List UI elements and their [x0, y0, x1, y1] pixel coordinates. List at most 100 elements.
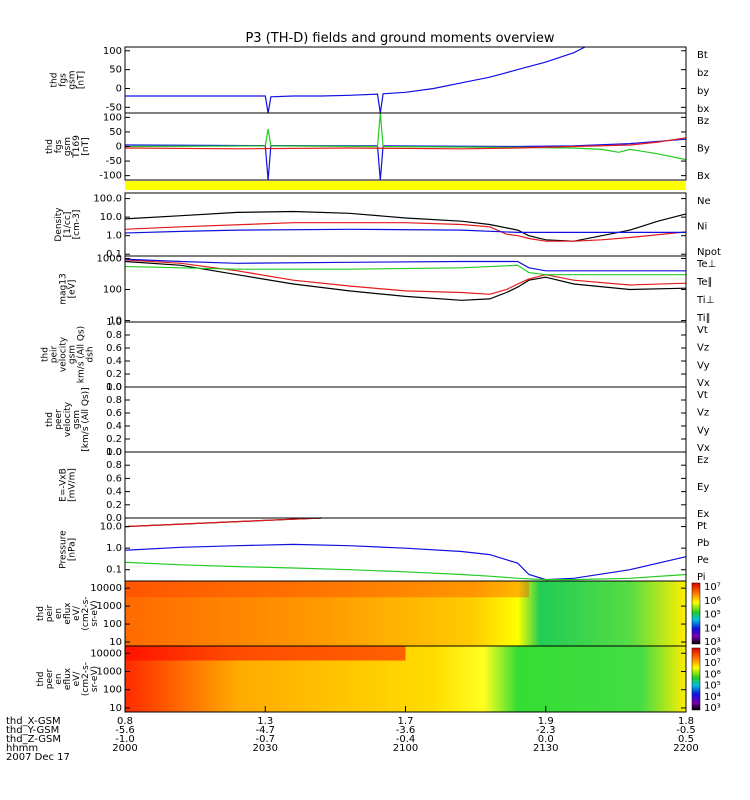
- ephem-value: -0.7: [255, 734, 275, 745]
- spectrogram-band: [125, 581, 529, 598]
- legend-Ey: Ey: [697, 482, 709, 493]
- legend-Vt: Vt: [697, 325, 708, 336]
- ytick-label: 1000: [97, 601, 122, 612]
- ytick-label: 1000: [97, 253, 122, 264]
- panel-ion-eflux: 10⁷ 10⁶ 10⁵ 10⁴ 10³ 10000 1000 100 10 thd peir en ef…: [36, 580, 721, 648]
- ylabel-line: peir: [45, 604, 55, 622]
- legend-Npot: Npot: [697, 247, 721, 258]
- ylabel-line: mag13: [59, 273, 69, 304]
- legend-Vx: Vx: [697, 443, 710, 454]
- panel-frame: [124, 255, 687, 323]
- ylabel-line: gsm: [72, 410, 82, 429]
- ylabel-line: gsm: [68, 70, 78, 89]
- panel-frame: [124, 46, 687, 114]
- ephem-label: thd_X-GSM: [6, 716, 61, 727]
- ytick-label: 100.0: [93, 194, 122, 205]
- ytick-label: 10: [109, 703, 122, 714]
- colorbar-tick-label: 10⁶: [704, 596, 721, 607]
- ephem-label: thd_Y-GSM: [6, 725, 59, 736]
- panel-frame: [124, 192, 687, 257]
- ylabel-line: velocity: [63, 401, 73, 437]
- panel-fgs: 100 50 0 -50 thd fgs gsm [nT] Bt bz by bx: [50, 46, 710, 115]
- ylabel-line: thd: [45, 139, 55, 154]
- ytick-label: 100: [103, 685, 122, 696]
- ylabel-line: fgs: [59, 73, 69, 87]
- legend-bx: bx: [697, 104, 709, 115]
- colorbar-tick-label: 10³: [704, 703, 721, 714]
- ytick-label: 0.0: [106, 513, 122, 524]
- legend-Ne: Ne: [697, 196, 711, 207]
- ytick-label: 0.2: [106, 369, 122, 380]
- ytick-label: 0.4: [106, 487, 122, 498]
- ytick-label: -50: [106, 102, 122, 113]
- ytick-label: 0.2: [106, 434, 122, 445]
- ylabel-line: gsm: [68, 345, 78, 364]
- colorbar-tick-label: 10⁷: [704, 658, 721, 669]
- legend-By: By: [697, 144, 710, 155]
- ephem-value: 1.8: [678, 716, 694, 727]
- ylabel-line: [nT]: [81, 137, 91, 155]
- ephem-value: 1.7: [398, 716, 414, 727]
- ytick-label: 10: [109, 316, 122, 327]
- ytick-label: 0.0: [106, 447, 122, 458]
- series-line-3: [124, 543, 687, 581]
- ylabel-line: eflux: [63, 602, 73, 625]
- ephem-value: -0.5: [676, 725, 696, 736]
- ephem-value: -4.7: [255, 725, 275, 736]
- ytick-label: 0.2: [106, 500, 122, 511]
- ylabel-line: eflux: [63, 667, 73, 690]
- ylabel-line: peer: [45, 668, 55, 689]
- ylabel-line: [km/s (All Qs)]: [81, 387, 91, 451]
- panel-electron-velocity: 1.0 0.8 0.6 0.4 0.2 0.0 thd peer velocity gsm [km/…: [45, 382, 710, 458]
- legend-Te∥: Te∥: [696, 277, 713, 288]
- legend-Ti∥: Ti∥: [696, 313, 711, 324]
- legend-Ez: Ez: [697, 455, 709, 466]
- series-line-1: [125, 46, 586, 114]
- ephem-value: 2000: [112, 743, 137, 754]
- ephem-value: 0.8: [117, 716, 133, 727]
- ylabel-line: T169: [72, 135, 82, 159]
- legend-Bz: Bz: [697, 116, 709, 127]
- ylabel-line: thd: [41, 347, 51, 362]
- series-line-4: [124, 561, 687, 581]
- ylabel-line: thd: [50, 73, 60, 88]
- ylabel-line: [eV]: [68, 280, 78, 299]
- colorbar-tick-label: 10³: [704, 637, 721, 648]
- ylabel-line: gsm: [63, 137, 73, 156]
- ylabel-line: Pressure: [59, 530, 69, 569]
- ytick-label: 100: [103, 285, 122, 296]
- ephem-value: 2100: [393, 743, 418, 754]
- ytick-label: -100: [99, 171, 122, 182]
- ylabel-line: [nT]: [77, 71, 87, 89]
- ytick-label: 1.0: [106, 231, 122, 242]
- ephem-value: 2130: [533, 743, 558, 754]
- ytick-label: 0.8: [106, 330, 122, 341]
- colorbar-tick-label: 10⁸: [704, 647, 721, 658]
- legend-Pi: Pi: [697, 572, 706, 583]
- ylabel-line: eV/: [72, 671, 82, 687]
- legend-Pb: Pb: [697, 538, 709, 549]
- ytick-label: 10: [109, 637, 122, 648]
- ylabel-line: [cm-3]: [72, 210, 82, 240]
- ytick-label: 0: [116, 83, 122, 94]
- yellow-status-bar: [125, 181, 686, 190]
- spectrogram-image: [125, 581, 686, 646]
- series-line-2: [124, 259, 687, 295]
- colorbar-tick-label: 10⁴: [704, 692, 721, 703]
- spectrogram-band: [125, 646, 406, 661]
- ylabel-line: E=-VxB: [59, 468, 69, 502]
- series-line-2: [124, 517, 322, 528]
- series-line-3: [124, 137, 687, 150]
- legend-Vx: Vx: [697, 378, 710, 389]
- ytick-label: 100: [103, 619, 122, 630]
- ylabel-line: dsh: [86, 346, 96, 362]
- legend-Ex: Ex: [697, 509, 709, 520]
- ytick-label: 1.0: [106, 317, 122, 328]
- colorbar: [691, 582, 701, 645]
- ylabel-line: Density: [54, 207, 64, 242]
- ephem-value: -5.6: [115, 725, 135, 736]
- ephem-value: -1.0: [115, 734, 135, 745]
- ylabel-line: peir: [50, 345, 60, 363]
- panel-frame: [124, 386, 687, 453]
